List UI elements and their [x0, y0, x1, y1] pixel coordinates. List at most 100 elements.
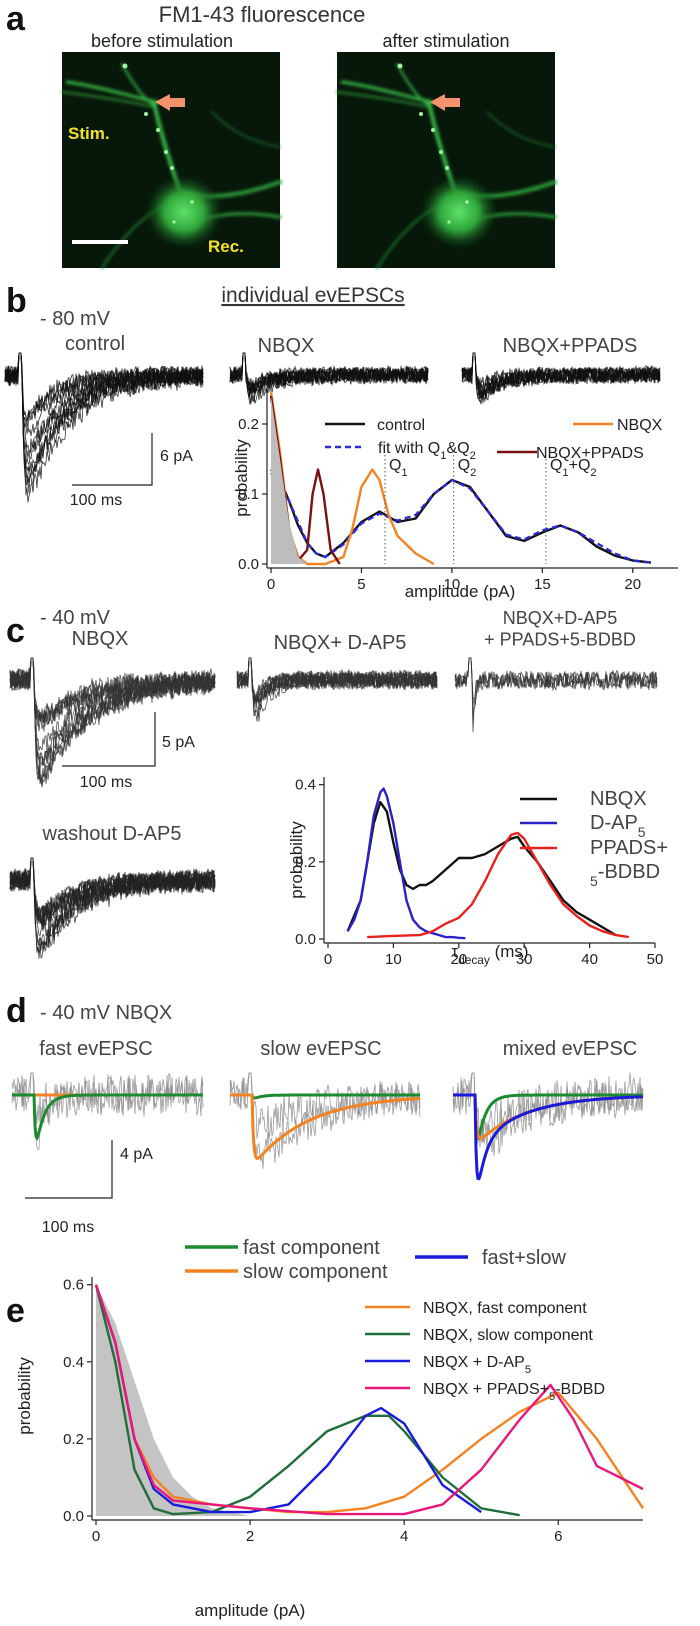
axis-line — [266, 389, 678, 569]
current-trace — [236, 657, 438, 722]
voltage-label: - 80 mV — [40, 308, 111, 330]
trace-label: washout D-AP5 — [42, 823, 182, 845]
x-tick-label: 10 — [385, 951, 402, 968]
x-tick-label: 5 — [357, 576, 365, 593]
panel-label: a — [6, 0, 26, 38]
scale-label: 100 ms — [70, 492, 122, 509]
image-label: Rec. — [208, 237, 244, 256]
scale-label: 5 pA — [162, 734, 195, 751]
x-tick-label: 10 — [444, 576, 461, 593]
series-line — [94, 1284, 644, 1516]
current-trace — [9, 857, 216, 950]
panel-title: FM1-43 fluorescence — [159, 2, 366, 27]
x-tick-label: 2 — [246, 1528, 254, 1545]
y-tick-label: 0.4 — [63, 1354, 84, 1371]
area — [96, 1284, 251, 1516]
y-axis-label: probability — [232, 439, 251, 517]
image-caption: after stimulation — [382, 31, 509, 51]
current-trace — [229, 1072, 421, 1139]
current-trace — [229, 352, 429, 405]
arrow — [430, 94, 460, 111]
series-line — [346, 787, 466, 940]
current-trace — [454, 657, 658, 699]
trace-label: NBQX — [72, 628, 129, 650]
y-tick-label: 0.4 — [295, 777, 316, 794]
x-tick-label: 30 — [516, 951, 533, 968]
fit-curve — [230, 1093, 421, 1160]
x-tick-label: 6 — [554, 1528, 562, 1545]
annotation-label: Q1+Q2 — [550, 457, 597, 479]
legend-label: fit with Q1&Q2 — [378, 440, 476, 462]
legend-label: D-AP5 — [590, 812, 646, 840]
trace-label: control — [65, 333, 125, 355]
x-tick-label: 20 — [450, 951, 467, 968]
y-axis-label: probability — [287, 821, 306, 899]
current-trace — [4, 352, 204, 484]
legend-label: fast+slow — [482, 1247, 566, 1269]
current-trace — [9, 857, 216, 937]
current-trace — [4, 352, 204, 436]
micrograph — [62, 52, 280, 268]
voltage-label: - 40 mV NBQX — [40, 1002, 172, 1024]
y-tick-label: 0.6 — [63, 1277, 84, 1294]
legend-label: NBQX+PPADS — [536, 445, 644, 462]
legend-label: NBQX — [590, 788, 647, 810]
current-trace — [4, 352, 204, 494]
x-tick-label: 0 — [267, 576, 275, 593]
y-tick-label: 0.0 — [63, 1508, 84, 1525]
trace-label: NBQX — [258, 335, 315, 357]
x-tick-label: 50 — [647, 951, 664, 968]
y-tick-label: 0.2 — [63, 1431, 84, 1448]
arrow — [155, 94, 185, 111]
current-trace — [454, 657, 658, 705]
trace-label: slow evEPSC — [260, 1038, 381, 1060]
current-trace — [461, 352, 661, 403]
trace-label: NBQX+D-AP5 + PPADS+5-BDBD — [484, 608, 636, 650]
current-trace — [4, 352, 204, 423]
y-tick-label: 0.1 — [238, 486, 259, 503]
current-trace — [452, 1072, 644, 1156]
current-trace — [454, 657, 658, 733]
x-axis-label: τdecay (ms) — [451, 942, 528, 967]
series-line — [346, 800, 617, 937]
x-tick-label: 4 — [400, 1528, 408, 1545]
micrograph — [337, 52, 555, 268]
current-trace — [11, 1072, 204, 1126]
x-tick-label: 20 — [624, 576, 641, 593]
scale-label: 100 ms — [42, 1219, 94, 1236]
x-axis-label: amplitude (pA) — [405, 582, 516, 601]
series-line — [94, 1284, 520, 1517]
fit-curve — [12, 1093, 203, 1141]
scale-bar — [72, 433, 153, 486]
current-trace — [9, 857, 216, 955]
current-trace — [9, 657, 216, 786]
current-trace — [454, 657, 658, 722]
legend-label: control — [377, 417, 425, 434]
scale-bar — [62, 712, 156, 767]
x-tick-label: 15 — [534, 576, 551, 593]
current-trace — [9, 857, 216, 952]
axis-line — [91, 1277, 643, 1521]
panel-label: b — [6, 282, 27, 320]
trace-label: NBQX+PPADS — [503, 335, 638, 357]
series-line — [367, 831, 629, 939]
panel-heading: individual evEPSCs — [221, 284, 404, 307]
scale-label: 100 ms — [80, 774, 132, 791]
current-trace — [236, 657, 438, 702]
x-tick-label: 0 — [92, 1528, 100, 1545]
fit-curve — [453, 1093, 643, 1141]
scale-label: 6 pA — [160, 448, 193, 465]
fit-curve — [230, 1093, 420, 1100]
legend-label: NBQX, slow component — [423, 1327, 593, 1344]
current-trace — [229, 1072, 421, 1169]
annotation-label: Q2 — [458, 457, 477, 479]
x-tick-label: 40 — [581, 951, 598, 968]
trace-label: fast evEPSC — [39, 1038, 152, 1060]
y-tick-label: 0.2 — [238, 416, 259, 433]
current-trace — [229, 352, 429, 395]
current-trace — [9, 657, 216, 727]
x-axis-label: amplitude (pA) — [195, 1601, 306, 1620]
legend-label: slow component — [243, 1261, 388, 1283]
legend-label: NBQX — [617, 417, 663, 434]
current-trace — [236, 657, 438, 702]
